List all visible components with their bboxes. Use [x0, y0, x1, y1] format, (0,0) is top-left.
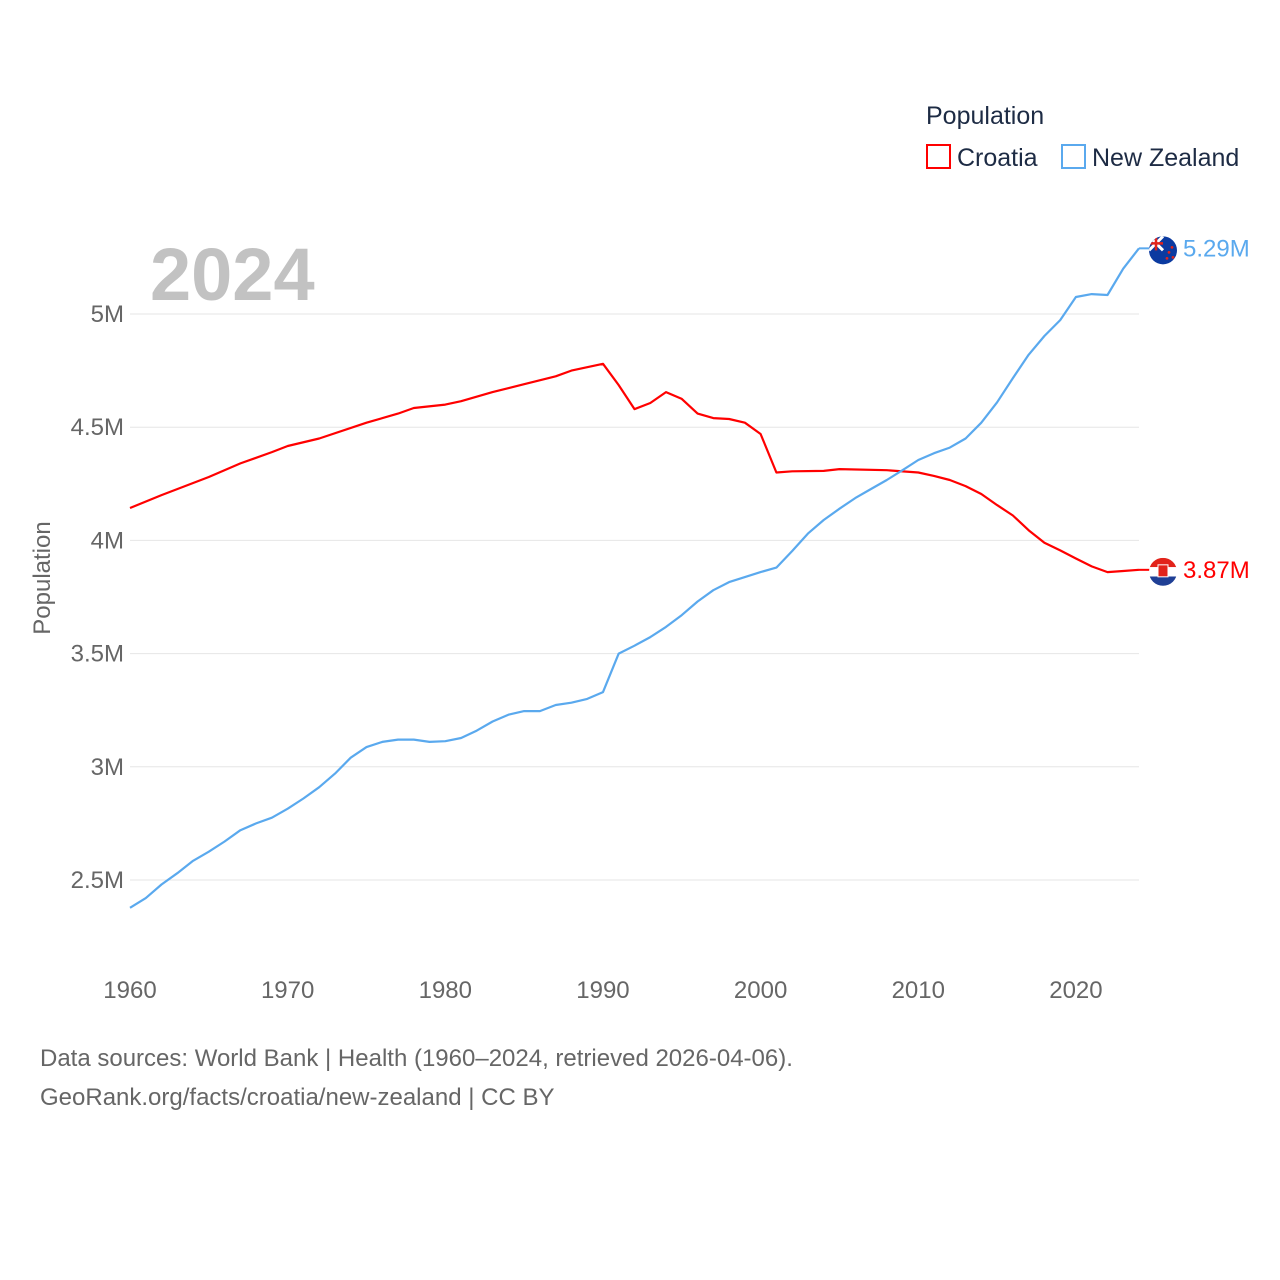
end-value-label-new-zealand: 5.29M	[1183, 235, 1250, 262]
series-line-croatia	[129, 362, 1140, 574]
legend-item-croatia[interactable]: Croatia	[926, 144, 1038, 172]
y-tick-label: 4M	[91, 527, 124, 554]
flag-icon-new-zealand	[1149, 236, 1177, 265]
x-tick-label: 1990	[576, 977, 629, 1004]
year-watermark: 2024	[150, 233, 315, 316]
y-tick-label: 2.5M	[71, 867, 124, 894]
x-tick-label: 2000	[734, 977, 787, 1004]
end-value-label-croatia: 3.87M	[1183, 557, 1250, 584]
series-line-new-zealand	[129, 247, 1140, 909]
x-tick-label: 2020	[1049, 977, 1102, 1004]
flag-icon-croatia	[1149, 557, 1177, 586]
x-tick-label: 1980	[419, 977, 472, 1004]
y-tick-label: 5M	[91, 301, 124, 328]
legend-label-new-zealand: New Zealand	[1092, 144, 1239, 172]
legend-title: Population	[926, 102, 1044, 130]
legend-swatch-new-zealand	[1061, 144, 1086, 169]
legend-item-new-zealand[interactable]: New Zealand	[1061, 144, 1239, 172]
x-tick-label: 1970	[261, 977, 314, 1004]
x-tick-label: 1960	[103, 977, 156, 1004]
y-axis-label: Population	[29, 521, 56, 634]
footer-credit: GeoRank.org/facts/croatia/new-zealand | …	[40, 1084, 555, 1111]
footer-sources: Data sources: World Bank | Health (1960–…	[40, 1045, 793, 1072]
y-tick-label: 3M	[91, 754, 124, 781]
y-tick-label: 3.5M	[71, 641, 124, 668]
y-tick-label: 4.5M	[71, 414, 124, 441]
legend-label-croatia: Croatia	[957, 144, 1038, 172]
legend-swatch-croatia	[926, 144, 951, 169]
x-tick-label: 2010	[892, 977, 945, 1004]
